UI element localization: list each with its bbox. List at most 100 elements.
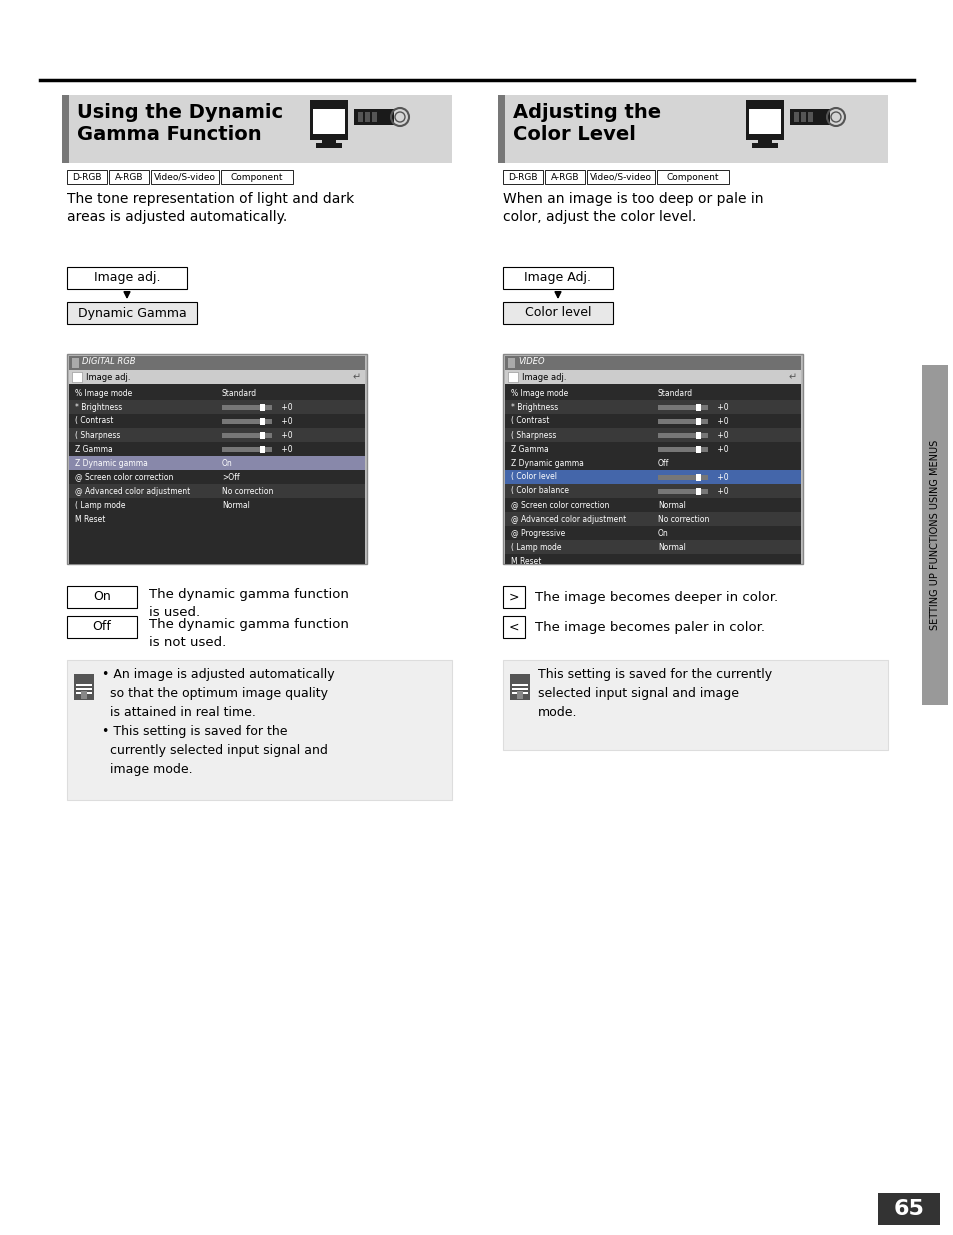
Bar bbox=[657, 170, 728, 184]
Bar bbox=[357, 112, 363, 122]
Text: ↵: ↵ bbox=[788, 372, 796, 382]
Text: Video/S-video: Video/S-video bbox=[589, 173, 651, 182]
Bar bbox=[502, 267, 613, 289]
Text: Dynamic Gamma: Dynamic Gamma bbox=[77, 306, 186, 320]
Text: Z Gamma: Z Gamma bbox=[511, 445, 548, 453]
Text: +0: +0 bbox=[714, 416, 728, 426]
Text: A-RGB: A-RGB bbox=[114, 173, 143, 182]
Bar bbox=[512, 688, 527, 690]
Text: ( Sharpness: ( Sharpness bbox=[75, 431, 120, 440]
Text: @ Screen color correction: @ Screen color correction bbox=[511, 500, 609, 510]
Bar bbox=[74, 674, 94, 700]
Bar bbox=[222, 447, 272, 452]
Text: ( Color balance: ( Color balance bbox=[511, 487, 568, 495]
Text: Off: Off bbox=[92, 620, 112, 634]
Text: The dynamic gamma function
is used.: The dynamic gamma function is used. bbox=[149, 588, 349, 619]
Text: Standard: Standard bbox=[222, 389, 257, 398]
Bar bbox=[354, 109, 394, 125]
Bar bbox=[658, 432, 707, 437]
Text: Normal: Normal bbox=[658, 500, 685, 510]
Text: The image becomes paler in color.: The image becomes paler in color. bbox=[535, 620, 764, 634]
Text: Normal: Normal bbox=[658, 542, 685, 552]
Bar bbox=[67, 170, 107, 184]
Text: +0: +0 bbox=[278, 445, 293, 453]
Bar bbox=[260, 431, 265, 438]
Text: Image Adj.: Image Adj. bbox=[524, 272, 591, 284]
Text: +0: +0 bbox=[278, 431, 293, 440]
Bar bbox=[745, 100, 783, 140]
Bar bbox=[696, 417, 700, 425]
Bar bbox=[502, 170, 542, 184]
Bar bbox=[696, 473, 700, 480]
Bar bbox=[76, 692, 91, 694]
Bar bbox=[658, 474, 707, 479]
Text: The image becomes deeper in color.: The image becomes deeper in color. bbox=[535, 590, 778, 604]
Bar bbox=[504, 400, 801, 414]
Text: ( Contrast: ( Contrast bbox=[511, 416, 549, 426]
Text: SETTING UP FUNCTIONS USING MENUS: SETTING UP FUNCTIONS USING MENUS bbox=[929, 440, 939, 630]
Text: % Image mode: % Image mode bbox=[511, 389, 568, 398]
Bar bbox=[69, 400, 365, 414]
Text: Image adj.: Image adj. bbox=[86, 373, 131, 382]
Text: Z Dynamic gamma: Z Dynamic gamma bbox=[511, 458, 583, 468]
Bar bbox=[69, 484, 365, 498]
Bar bbox=[260, 404, 265, 410]
Bar bbox=[365, 112, 370, 122]
Bar bbox=[748, 109, 781, 135]
Bar bbox=[696, 446, 700, 452]
Bar bbox=[71, 358, 79, 368]
Text: A-RGB: A-RGB bbox=[550, 173, 578, 182]
Bar bbox=[502, 303, 613, 324]
Text: DIGITAL RGB: DIGITAL RGB bbox=[82, 357, 135, 367]
Text: Off: Off bbox=[658, 458, 669, 468]
Bar bbox=[71, 372, 82, 382]
Bar bbox=[322, 138, 335, 144]
Bar bbox=[510, 674, 530, 700]
Text: D-RGB: D-RGB bbox=[508, 173, 537, 182]
Bar bbox=[877, 1193, 939, 1225]
Bar bbox=[315, 143, 341, 148]
Text: M Reset: M Reset bbox=[511, 557, 540, 566]
Text: +0: +0 bbox=[278, 416, 293, 426]
Bar bbox=[260, 417, 265, 425]
Text: The dynamic gamma function
is not used.: The dynamic gamma function is not used. bbox=[149, 618, 349, 650]
Bar bbox=[502, 616, 524, 638]
Text: Component: Component bbox=[231, 173, 283, 182]
Text: • An image is adjusted automatically
  so that the optimum image quality
  is at: • An image is adjusted automatically so … bbox=[102, 668, 335, 776]
Bar bbox=[696, 431, 700, 438]
Text: Z Gamma: Z Gamma bbox=[75, 445, 112, 453]
Text: >: > bbox=[508, 590, 518, 604]
Text: * Brightness: * Brightness bbox=[75, 403, 122, 411]
Bar bbox=[544, 170, 584, 184]
Bar bbox=[222, 405, 272, 410]
Text: On: On bbox=[222, 458, 233, 468]
Text: Color level: Color level bbox=[524, 306, 591, 320]
Text: This setting is saved for the currently
selected input signal and image
mode.: This setting is saved for the currently … bbox=[537, 668, 771, 719]
Bar bbox=[504, 513, 801, 526]
Text: areas is adjusted automatically.: areas is adjusted automatically. bbox=[67, 210, 287, 224]
Bar bbox=[497, 95, 504, 163]
Text: ( Color level: ( Color level bbox=[511, 473, 557, 482]
Bar bbox=[504, 384, 801, 564]
Text: Normal: Normal bbox=[222, 500, 250, 510]
Bar bbox=[921, 366, 947, 705]
Text: On: On bbox=[658, 529, 668, 537]
Text: The tone representation of light and dark: The tone representation of light and dar… bbox=[67, 191, 354, 206]
Bar bbox=[497, 95, 887, 163]
Bar bbox=[313, 109, 345, 135]
Bar bbox=[76, 684, 91, 685]
Bar bbox=[696, 404, 700, 410]
Text: @ Advanced color adjustment: @ Advanced color adjustment bbox=[75, 487, 190, 495]
Bar bbox=[67, 585, 137, 608]
Bar bbox=[69, 429, 365, 442]
Text: % Image mode: % Image mode bbox=[75, 389, 132, 398]
Bar bbox=[504, 484, 801, 498]
Bar bbox=[793, 112, 799, 122]
Text: D-RGB: D-RGB bbox=[72, 173, 102, 182]
Text: Video/S-video: Video/S-video bbox=[153, 173, 215, 182]
Text: * Brightness: * Brightness bbox=[511, 403, 558, 411]
Bar bbox=[658, 405, 707, 410]
Bar bbox=[658, 489, 707, 494]
Bar bbox=[807, 112, 812, 122]
Text: ( Lamp mode: ( Lamp mode bbox=[75, 500, 126, 510]
